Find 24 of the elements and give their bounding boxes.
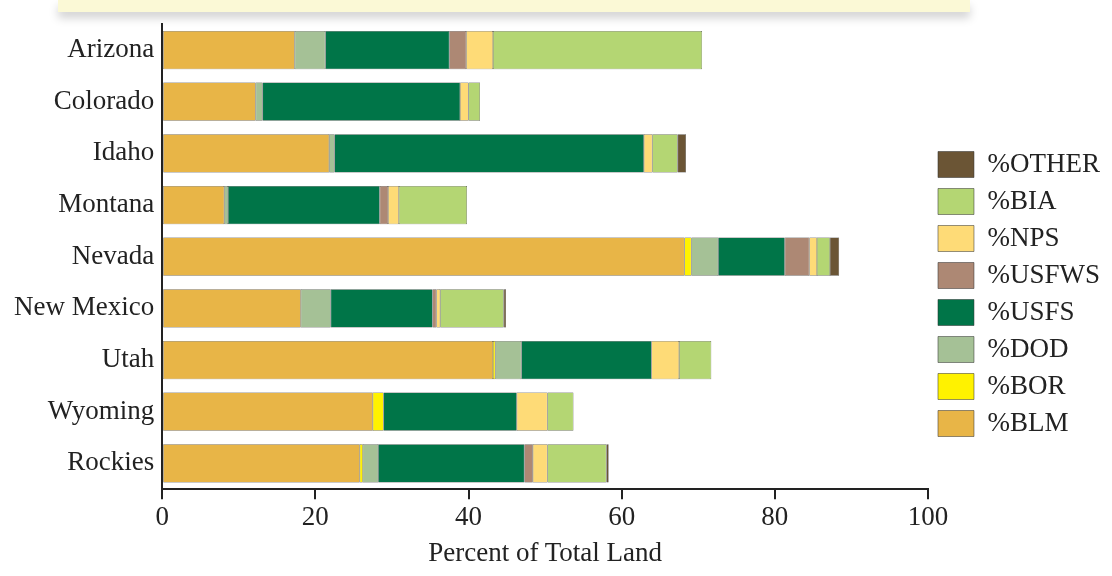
legend-label: %BOR xyxy=(987,369,1066,400)
x-axis-title: Percent of Total Land xyxy=(428,536,663,567)
legend-label: %NPS xyxy=(987,221,1060,252)
y-tick-label: Montana xyxy=(58,188,155,219)
y-tick-label: Idaho xyxy=(92,136,155,167)
y-tick-label: Nevada xyxy=(71,239,155,270)
y-tick-label: Wyoming xyxy=(47,394,155,425)
y-tick-label: Colorado xyxy=(53,84,155,115)
x-tick-label: 60 xyxy=(608,501,636,532)
legend-label: %BIA xyxy=(987,184,1057,215)
legend-label: %OTHER xyxy=(987,147,1100,178)
y-tick-label: New Mexico xyxy=(13,291,155,322)
y-tick-label: Rockies xyxy=(67,446,155,477)
x-tick-label: 40 xyxy=(455,501,483,532)
legend-label: %BLM xyxy=(987,406,1069,437)
y-tick-label: Arizona xyxy=(67,33,155,64)
x-tick-label: 0 xyxy=(155,501,169,532)
legend-label: %DOD xyxy=(987,332,1069,363)
x-tick-label: 20 xyxy=(301,501,329,532)
x-tick-label: 80 xyxy=(761,501,789,532)
legend-label: %USFS xyxy=(987,295,1075,326)
y-tick-label: Utah xyxy=(101,343,155,374)
x-tick-label: 100 xyxy=(907,501,949,532)
legend-label: %USFWS xyxy=(987,258,1101,289)
